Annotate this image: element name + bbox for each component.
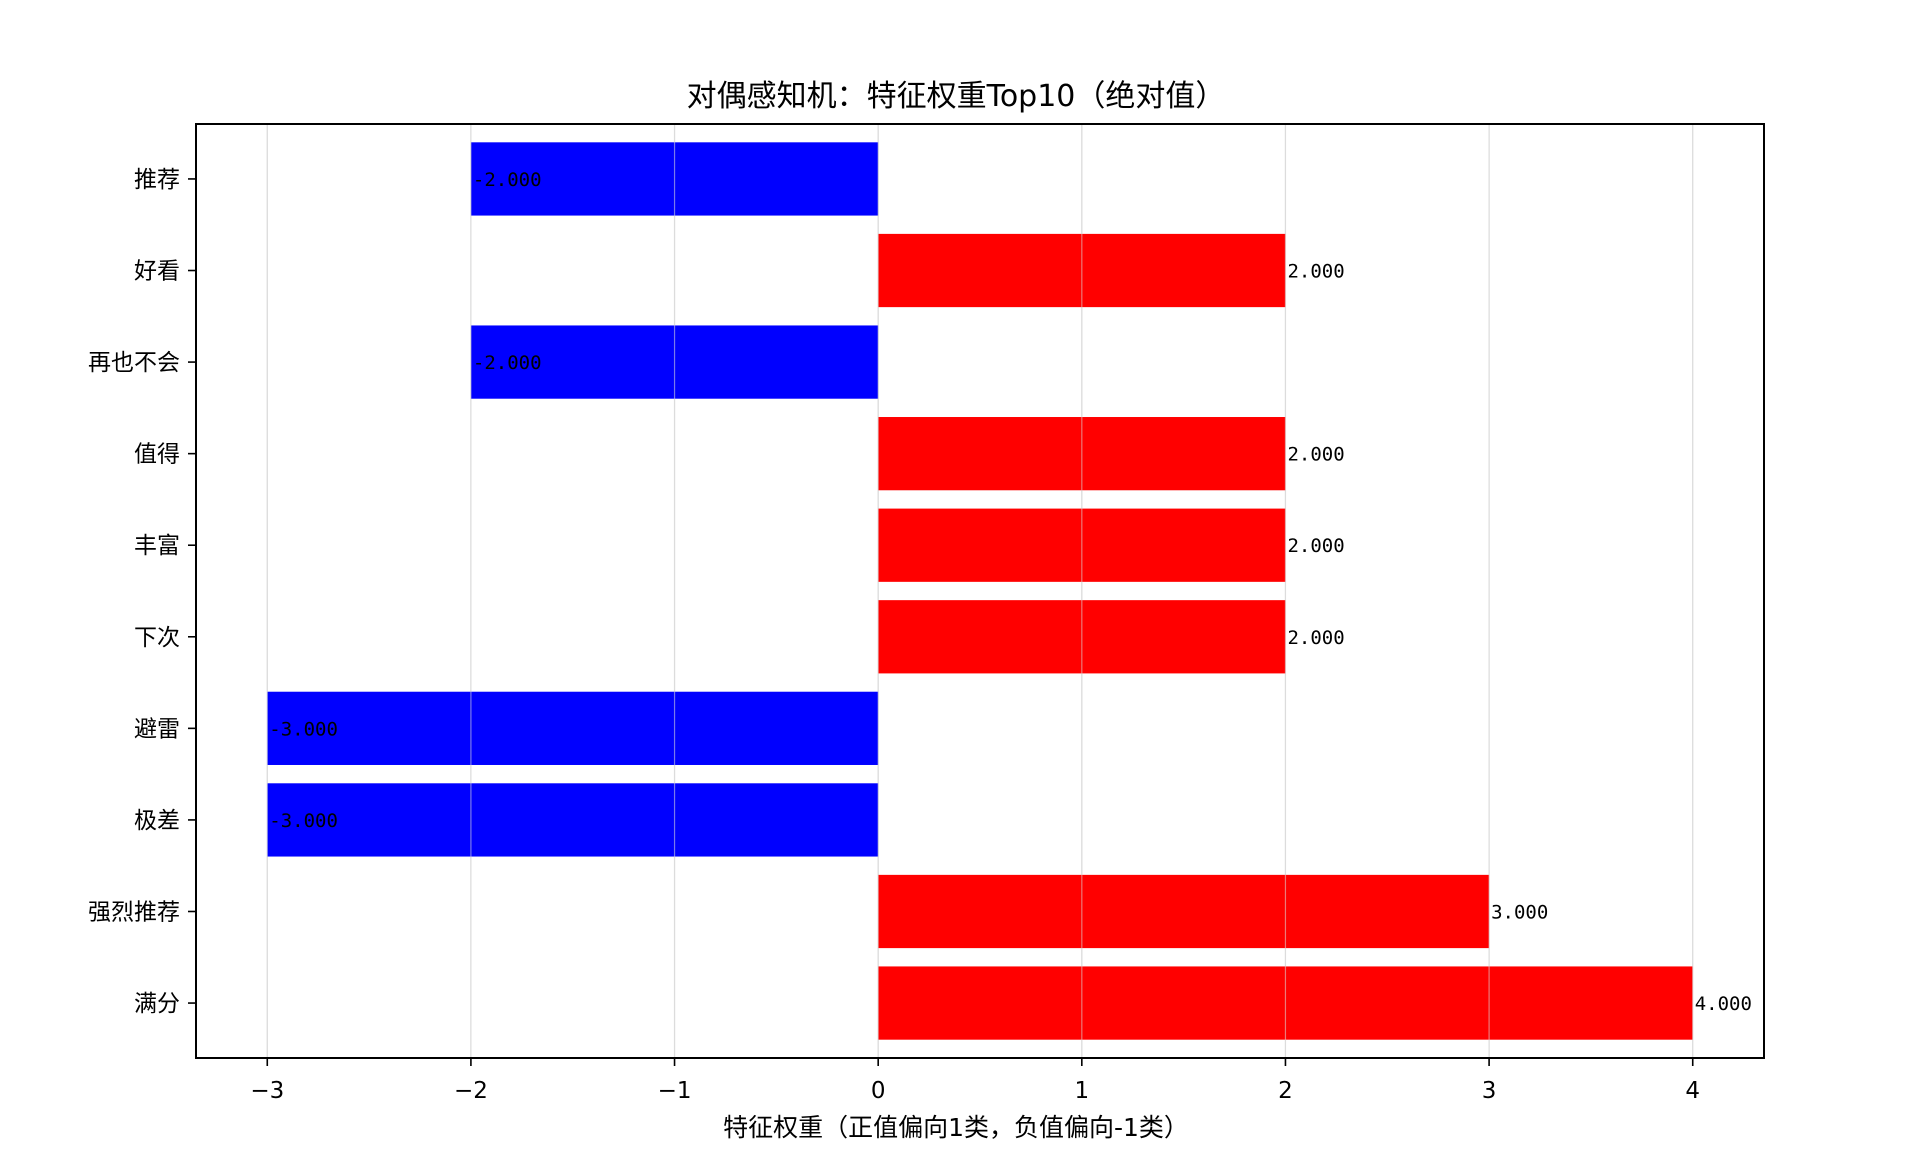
value-label: 2.000 (1287, 535, 1344, 557)
value-label: -2.000 (473, 352, 542, 374)
bars (266, 124, 1694, 1058)
value-label: 2.000 (1287, 444, 1344, 466)
plot-frame (195, 123, 1765, 1059)
value-label: 3.000 (1491, 901, 1548, 923)
value-label: 2.000 (1287, 261, 1344, 283)
x-tick-label: −3 (250, 1078, 284, 1104)
x-tick-label: −1 (658, 1078, 692, 1104)
value-label: 4.000 (1695, 993, 1752, 1015)
x-tick-label: 4 (1685, 1078, 1700, 1104)
bar-9 (878, 874, 1490, 949)
chart-title: 对偶感知机：特征权重Top10（绝对值） (687, 79, 1226, 114)
y-tick-label: 满分 (134, 991, 180, 1017)
y-tick-label: 值得 (134, 442, 180, 468)
bar-8 (267, 783, 879, 857)
x-tick-label: 1 (1074, 1078, 1089, 1104)
x-tick-label: 0 (871, 1078, 886, 1104)
bar-7 (267, 691, 879, 765)
y-tick-label: 好看 (134, 259, 180, 285)
y-tick-label: 强烈推荐 (88, 899, 180, 925)
x-axis-label: 特征权重（正值偏向1类，负值偏向-1类） (723, 1113, 1189, 1142)
x-tick-label: −2 (454, 1078, 488, 1104)
y-tick-label: 推荐 (134, 167, 180, 193)
y-tick-label: 再也不会 (88, 350, 180, 376)
value-labels: -2.000 2.000 -2.000 2.000 2.000 2.000 -3.000 -3… (269, 169, 1752, 1015)
y-tick-label: 下次 (134, 625, 180, 651)
y-tick-label: 丰富 (134, 533, 180, 559)
x-tick-label: 2 (1278, 1078, 1293, 1104)
value-label: -3.000 (269, 718, 338, 740)
value-label: -2.000 (473, 169, 542, 191)
value-label: -3.000 (269, 810, 338, 832)
y-tick-label: 极差 (134, 808, 180, 834)
x-tick-label: 3 (1482, 1078, 1497, 1104)
y-tick-label: 避雷 (134, 716, 180, 742)
value-label: 2.000 (1287, 627, 1344, 649)
x-axis-ticks: −3 −2 −1 0 1 2 3 4 (250, 1058, 1700, 1104)
